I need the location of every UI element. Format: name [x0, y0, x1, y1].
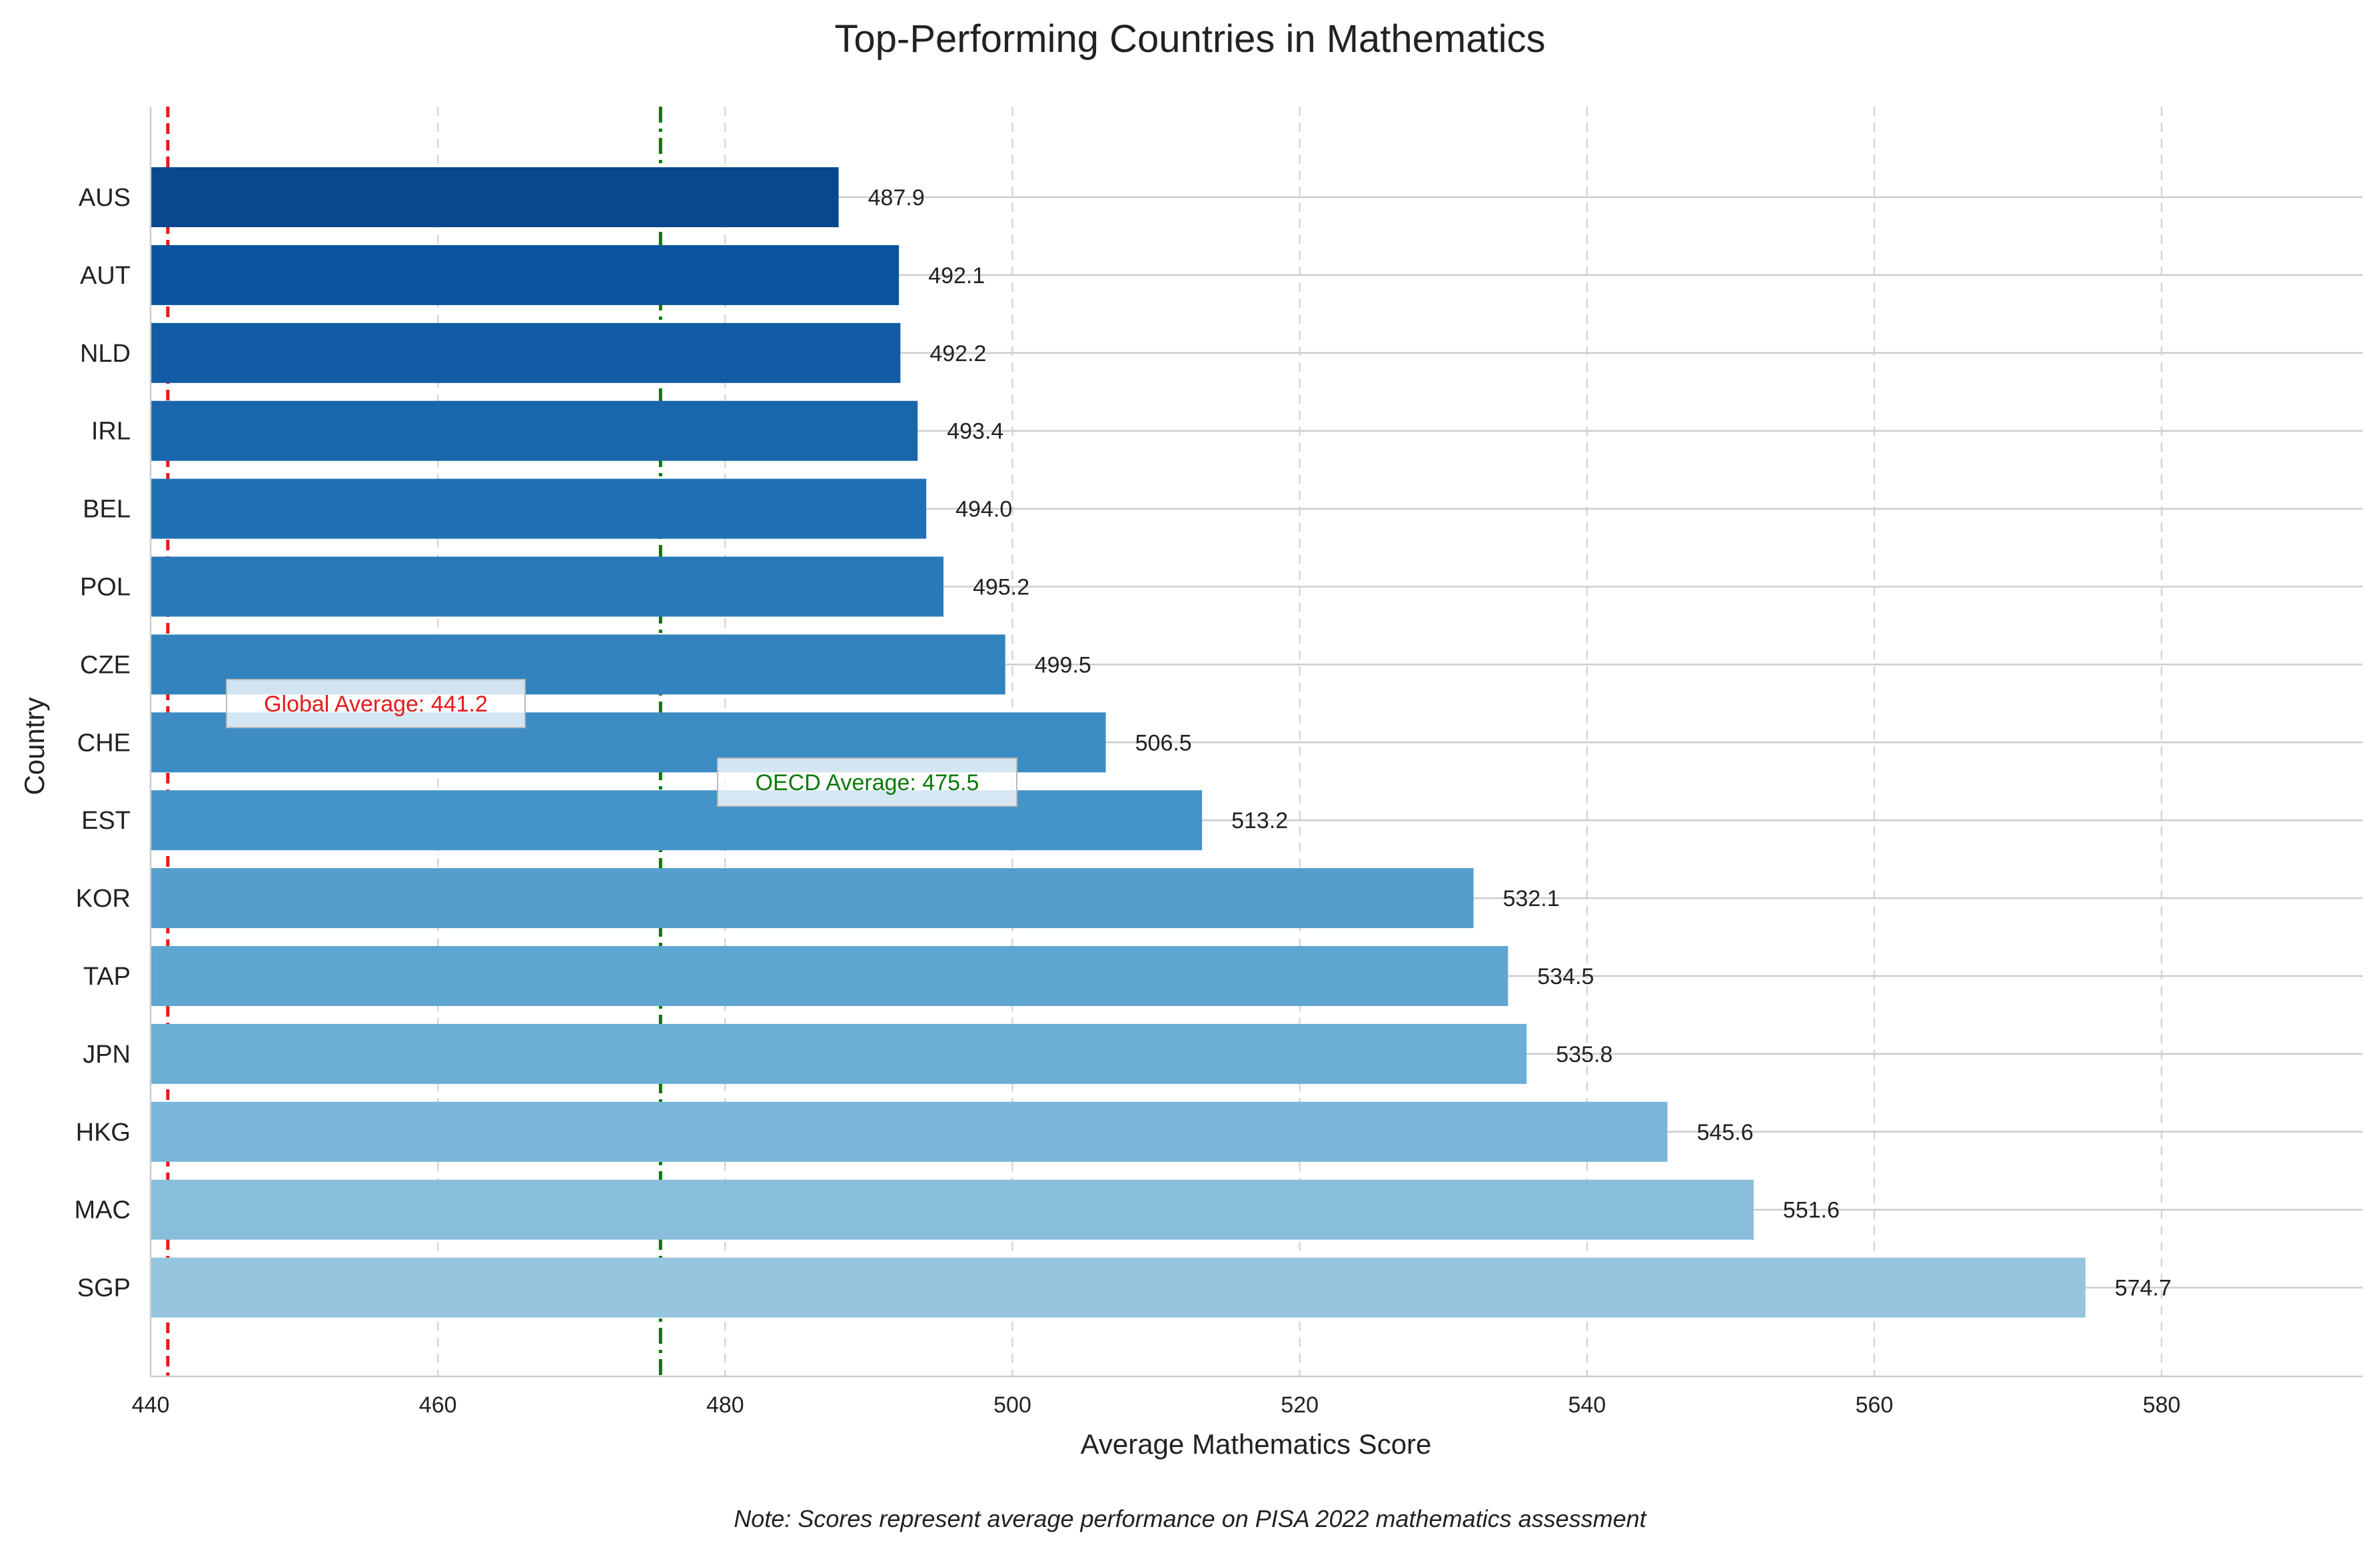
chart-note: Note: Scores represent average performan…: [734, 1505, 1647, 1532]
bar: [151, 1023, 1527, 1084]
x-tick-label: 440: [132, 1392, 170, 1418]
data-labels: 487.9 492.1 492.2 493.4 494.0 495.2 499.5 506.5…: [868, 185, 2171, 1301]
data-label: 551.6: [1783, 1198, 1840, 1223]
x-axis-label: Average Mathematics Score: [1081, 1428, 1432, 1460]
y-tick-label: AUT: [80, 262, 131, 290]
bar: [151, 1257, 2085, 1318]
data-label: 492.1: [928, 263, 985, 288]
y-tick-label: AUS: [79, 184, 131, 212]
y-tick-label: KOR: [76, 885, 131, 913]
x-tick-label: 460: [419, 1392, 457, 1418]
data-label: 545.6: [1697, 1120, 1754, 1145]
data-label: 494.0: [955, 497, 1012, 522]
data-label: 499.5: [1035, 652, 1091, 678]
data-label: 513.2: [1231, 808, 1288, 833]
x-tick-label: 520: [1281, 1392, 1319, 1418]
bar: [151, 400, 918, 461]
bar: [151, 790, 1203, 851]
y-tick-label: HKG: [76, 1119, 131, 1147]
bar: [151, 1101, 1668, 1162]
x-tick-label: 560: [1856, 1392, 1894, 1418]
data-label: 492.2: [929, 341, 986, 366]
y-tick-label: EST: [81, 807, 131, 835]
x-tick-label: 500: [993, 1392, 1031, 1418]
bars: [151, 167, 2085, 1318]
data-label: 534.5: [1537, 964, 1594, 989]
bar: [151, 322, 901, 383]
y-tick-label: POL: [80, 574, 131, 602]
chart-title: Top-Performing Countries in Mathematics: [835, 17, 1546, 61]
data-label: 574.7: [2115, 1276, 2171, 1301]
bar: [151, 868, 1474, 929]
y-tick-label: CZE: [80, 651, 131, 679]
bar: [151, 1179, 1754, 1240]
bar: [151, 167, 839, 227]
bar: [151, 245, 899, 305]
y-tick-label: SGP: [77, 1275, 131, 1302]
annotation-box: [226, 679, 526, 728]
data-label: 532.1: [1503, 886, 1560, 911]
x-tick-label: 480: [706, 1392, 744, 1418]
y-tick-label: BEL: [83, 496, 131, 524]
data-label: 487.9: [868, 185, 925, 211]
bar: [151, 946, 1508, 1006]
data-label: 506.5: [1135, 730, 1192, 756]
y-tick-label: NLD: [80, 340, 131, 368]
annotation-label: OECD Average: 475.5: [756, 770, 979, 795]
annotation-box: [717, 758, 1017, 807]
data-label: 535.8: [1556, 1042, 1612, 1067]
annotations: Global Average: 441.2 OECD Average: 475.5: [226, 679, 1017, 807]
x-tick-label: 580: [2143, 1392, 2181, 1418]
x-tick-label: 540: [1568, 1392, 1606, 1418]
bar: [151, 478, 927, 539]
axes: 440 460 480 500 520 540 560 580 AUS AUT NLD IRL BEL P…: [75, 107, 2363, 1418]
bar: [151, 556, 944, 617]
y-axis-label: Country: [19, 697, 50, 795]
y-tick-label: CHE: [77, 729, 131, 757]
annotation-label: Global Average: 441.2: [264, 692, 488, 717]
y-tick-label: IRL: [91, 418, 131, 446]
data-label: 495.2: [973, 575, 1029, 600]
y-tick-label: MAC: [75, 1197, 131, 1225]
data-label: 493.4: [947, 419, 1003, 444]
y-tick-label: JPN: [83, 1041, 131, 1069]
y-tick-label: TAP: [83, 963, 131, 991]
